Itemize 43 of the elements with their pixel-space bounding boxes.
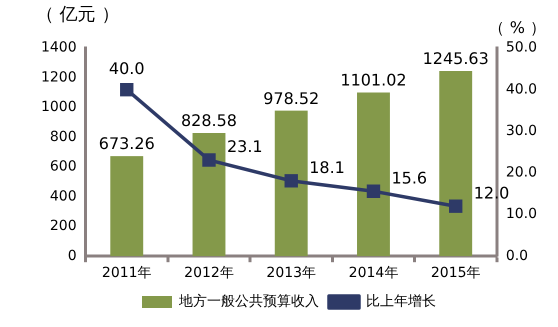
y2-tick-label: 0.0 xyxy=(506,248,528,264)
y2-tick-label: 10.0 xyxy=(506,206,537,222)
x-tick-label: 2013年 xyxy=(266,265,316,282)
data-label: 40.0 xyxy=(108,58,145,78)
point xyxy=(120,82,134,96)
bar xyxy=(357,92,390,256)
y2-tick-label: 30.0 xyxy=(506,122,537,139)
bar xyxy=(110,156,144,256)
y-tick-label: 200 xyxy=(50,218,77,234)
y-tick-label: 1400 xyxy=(40,40,77,56)
point xyxy=(284,174,298,188)
y2-axis-title: （ % ） xyxy=(488,18,546,39)
text: 978.52 xyxy=(263,88,320,108)
x-tick-label: 2014年 xyxy=(348,265,398,282)
y-tick-label: 1200 xyxy=(40,69,77,86)
point xyxy=(366,184,380,198)
y-tick-label: 400 xyxy=(50,188,77,204)
legend-label: 地方一般公共预算收入 xyxy=(178,294,319,310)
data-label: 12.0 xyxy=(474,183,510,202)
text: 1101.02 xyxy=(340,70,407,90)
x-tick-label: 2011年 xyxy=(102,265,152,282)
y-tick-label: 800 xyxy=(50,128,77,145)
bar xyxy=(192,132,226,256)
text: 673.26 xyxy=(98,134,155,154)
point xyxy=(202,153,216,167)
y-tick-label: 1000 xyxy=(40,99,77,116)
text: 828.58 xyxy=(180,111,237,130)
x-tick-label: 2012年 xyxy=(184,265,234,282)
y-tick-label: 0 xyxy=(68,248,77,264)
y2-tick-label: 20.0 xyxy=(506,164,537,181)
y2-tick-label: 40.0 xyxy=(506,81,537,98)
text: 1245.63 xyxy=(422,49,489,68)
data-label: 18.1 xyxy=(309,158,345,177)
y-tick-label: 600 xyxy=(50,158,77,175)
x-tick-label: 2015年 xyxy=(430,265,481,282)
point xyxy=(449,200,462,213)
y-axis-title: （ 亿元 ） xyxy=(36,3,120,26)
y2-tick-label: 50.0 xyxy=(506,40,537,56)
data-label: 23.1 xyxy=(226,137,263,156)
bar xyxy=(439,70,472,256)
bar xyxy=(274,110,308,256)
legend-label: 比上年增长 xyxy=(366,294,436,310)
data-label: 15.6 xyxy=(391,168,428,188)
